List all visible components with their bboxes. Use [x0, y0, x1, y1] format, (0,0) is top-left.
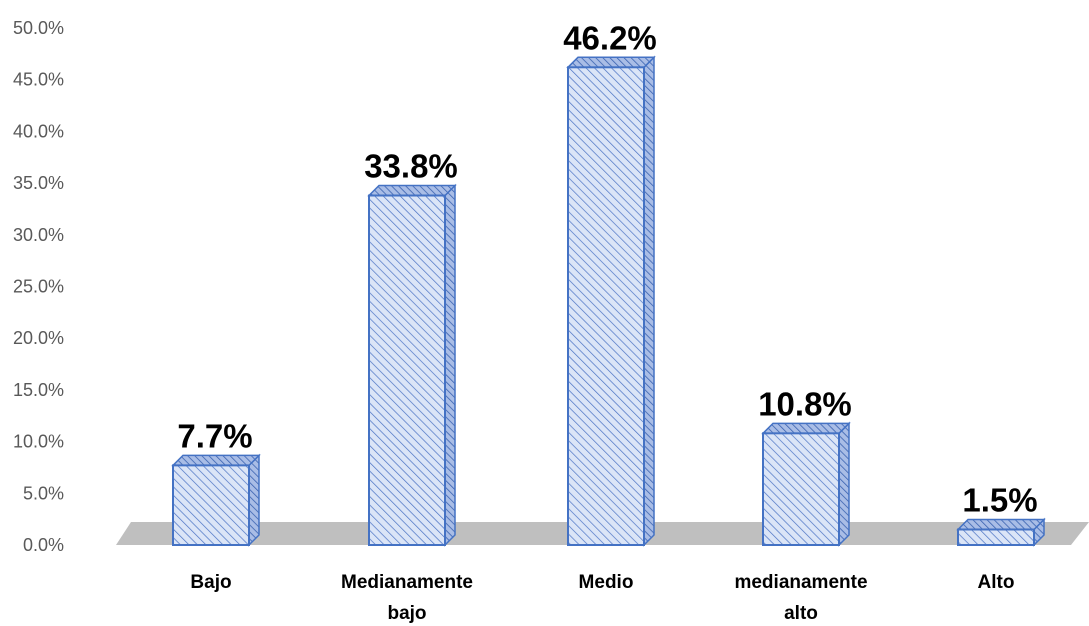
- bar-side: [643, 55, 655, 547]
- bar: [171, 453, 261, 547]
- bar-front: [567, 66, 645, 547]
- y-tick-label: 45.0%: [13, 70, 64, 90]
- bar: [367, 183, 457, 547]
- bar-front: [172, 464, 250, 546]
- bar: [566, 55, 656, 547]
- y-tick-label: 35.0%: [13, 173, 64, 193]
- y-tick-label: 20.0%: [13, 328, 64, 348]
- y-tick-label: 25.0%: [13, 277, 64, 297]
- x-category-label: Alto: [978, 572, 1015, 593]
- bar-side: [838, 421, 850, 547]
- bar-side: [444, 183, 456, 547]
- y-tick-label: 10.0%: [13, 432, 64, 452]
- y-tick-label: 15.0%: [13, 380, 64, 400]
- x-category-label: Medianamente bajo: [341, 572, 473, 624]
- x-category-label: Medio: [579, 572, 634, 593]
- bar-front: [368, 194, 446, 546]
- bar-top: [367, 184, 457, 197]
- y-tick-label: 5.0%: [23, 483, 64, 503]
- bar-front: [957, 528, 1035, 546]
- bar: [956, 517, 1046, 547]
- x-category-label: medianamente alto: [734, 572, 867, 624]
- y-tick-label: 30.0%: [13, 225, 64, 245]
- y-tick-label: 0.0%: [23, 535, 64, 555]
- data-label: 7.7%: [177, 417, 252, 454]
- bar-front: [762, 432, 840, 546]
- data-label: 10.8%: [758, 385, 852, 422]
- bar: [761, 421, 851, 547]
- bar-top: [566, 56, 656, 69]
- x-category-label: Bajo: [190, 572, 231, 593]
- data-label: 46.2%: [563, 19, 657, 56]
- data-label: 1.5%: [962, 481, 1037, 518]
- bar-side: [248, 453, 260, 547]
- data-label: 33.8%: [364, 148, 458, 185]
- bar-top: [171, 454, 261, 467]
- bar-top: [761, 422, 851, 435]
- bar-top: [956, 518, 1046, 531]
- y-tick-label: 40.0%: [13, 121, 64, 141]
- y-tick-label: 50.0%: [13, 18, 64, 38]
